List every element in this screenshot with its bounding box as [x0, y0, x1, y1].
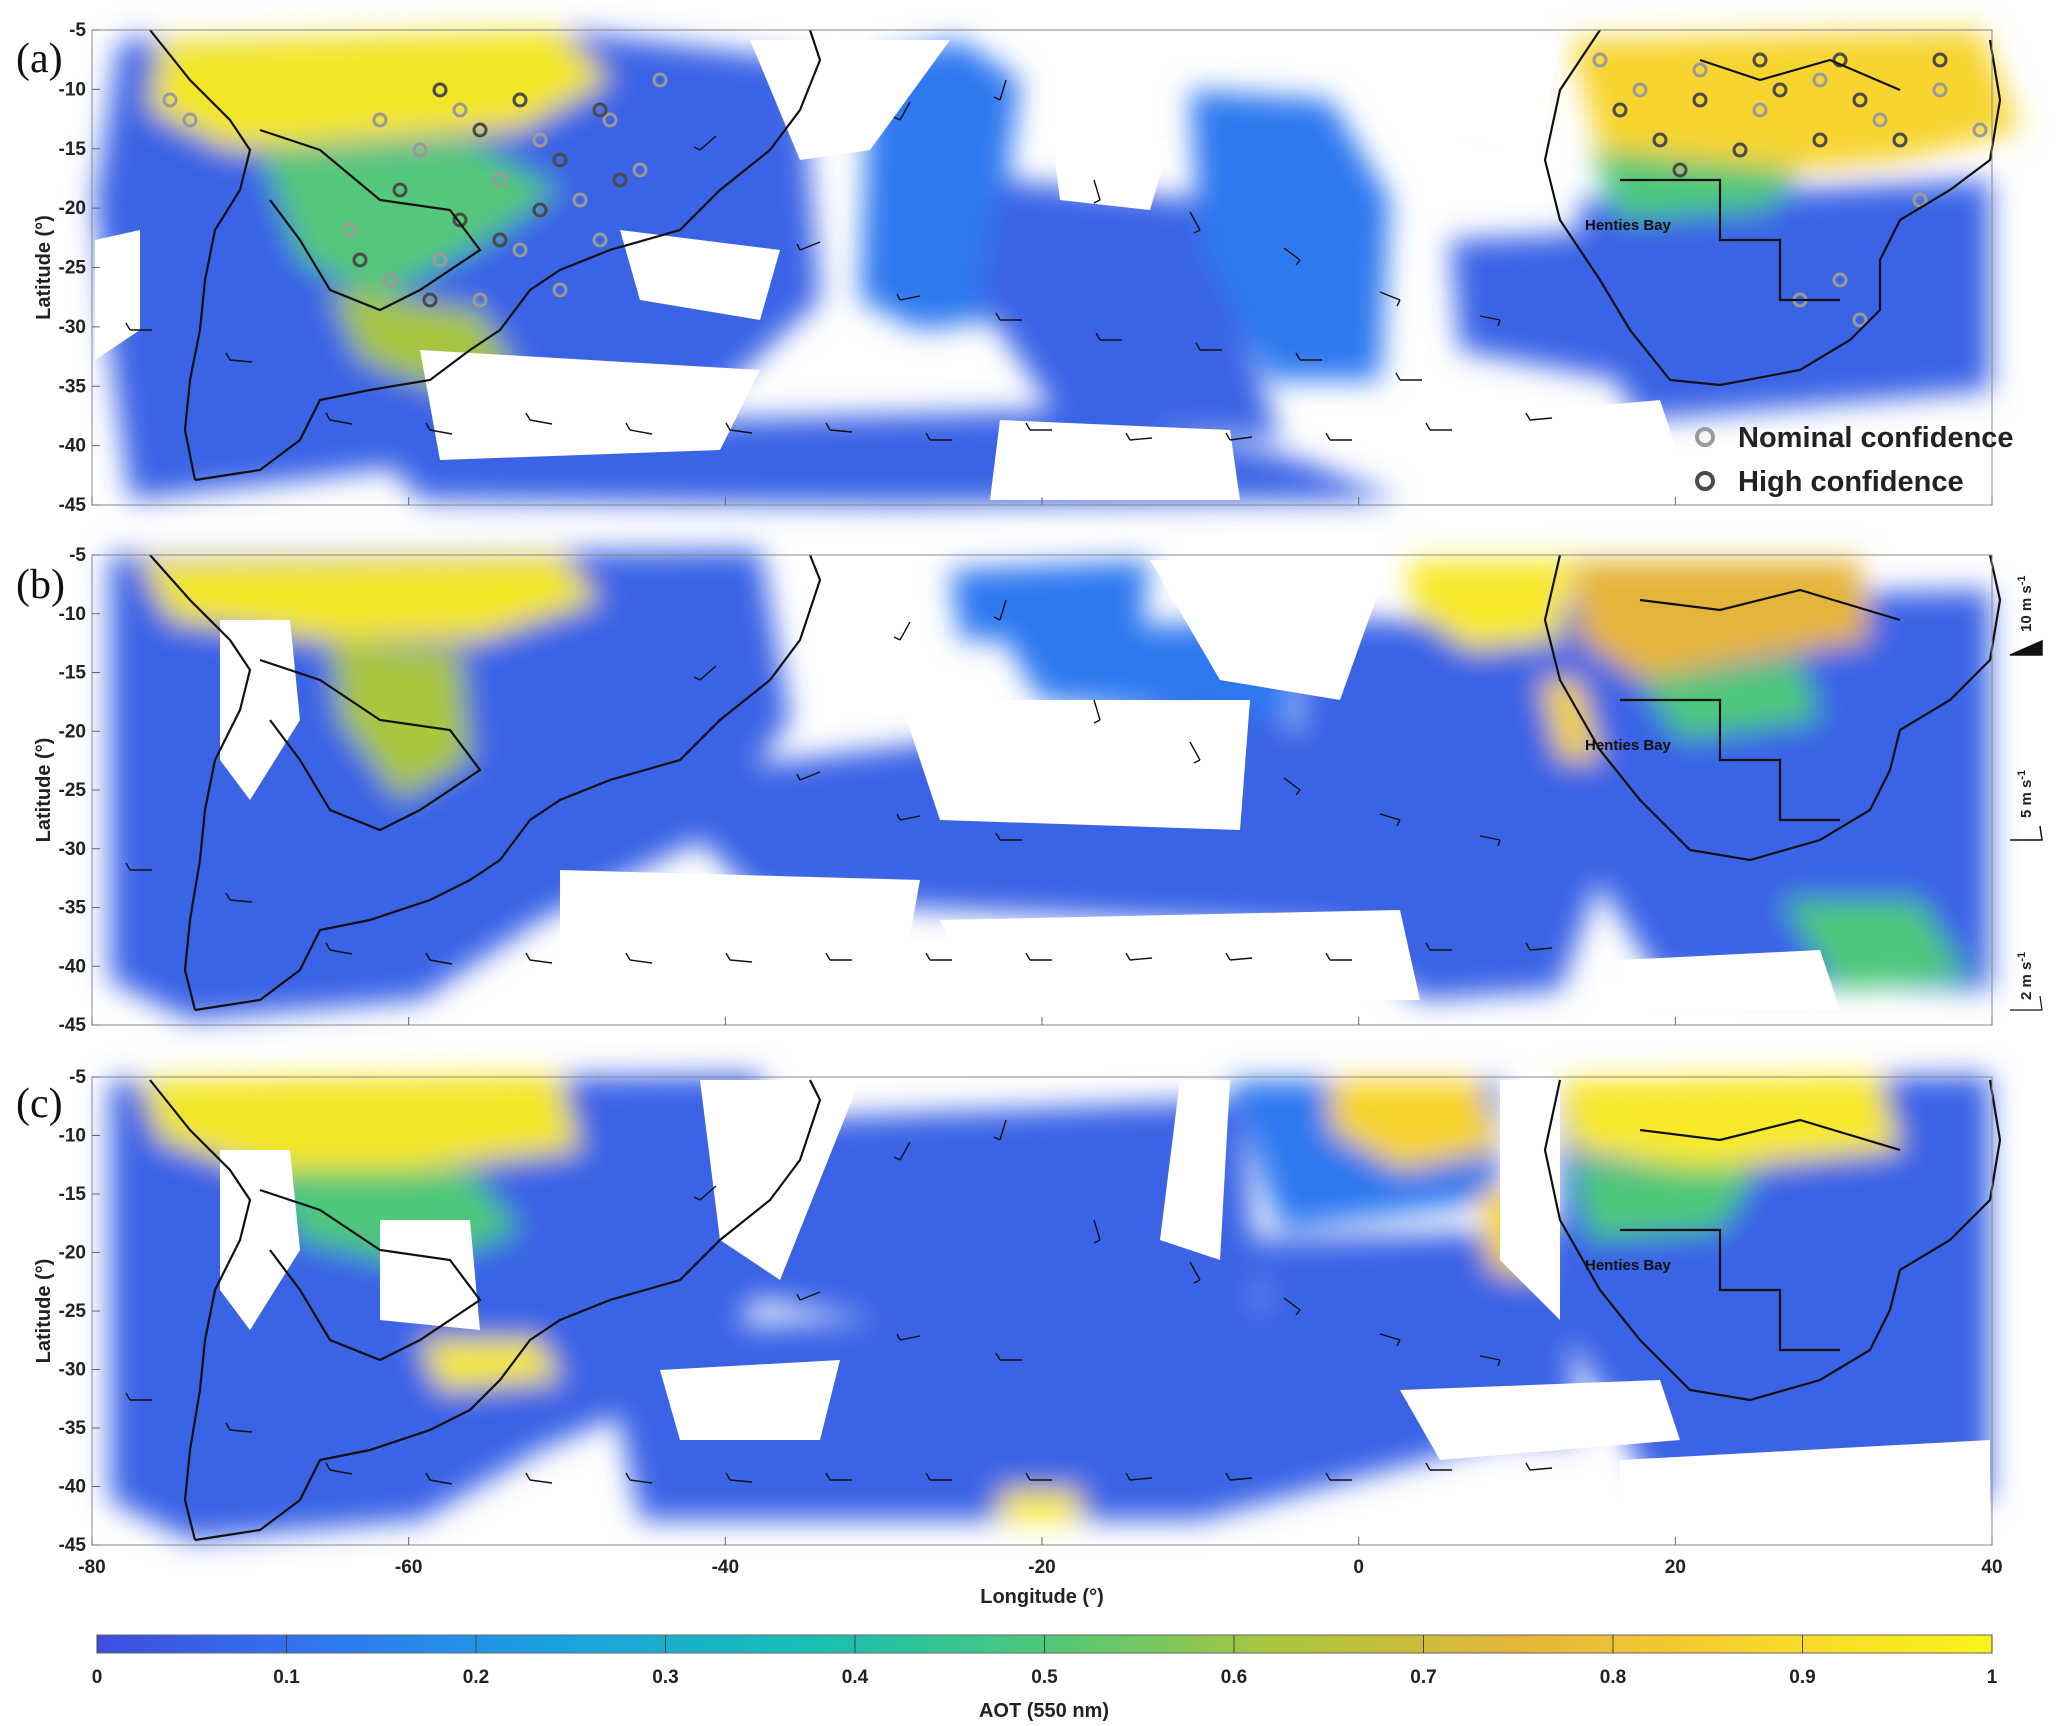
- x-tick-label: -80: [78, 1557, 105, 1578]
- x-tick-label: 40: [1981, 1557, 2002, 1578]
- y-tick-label: -5: [69, 545, 86, 566]
- y-tick-label: -15: [59, 1184, 87, 1205]
- coastline: [149, 1079, 2002, 1542]
- colorbar-tick-label: 0: [92, 1667, 103, 1688]
- x-tick-label: 0: [1353, 1557, 1364, 1578]
- panel-a: (a) Henties Bay Nominal confidence High …: [16, 29, 2020, 506]
- y-tick-label: -5: [69, 20, 86, 41]
- wind-scale-label-5: 5 m s-1: [2016, 770, 2035, 818]
- y-tick-label: -15: [59, 139, 87, 160]
- high-label: High confidence: [1738, 466, 1964, 498]
- y-axis-label: Latitude (°): [33, 738, 55, 843]
- x-tick-label: -40: [712, 1557, 739, 1578]
- axes: -5 -10 -15 -20 -25 -30 -35 -40 -45 Latitude (°) -5…: [33, 20, 2003, 1608]
- y-tick-label: -25: [59, 1301, 87, 1322]
- aot-field: [95, 30, 2020, 505]
- wind-scale-barb-10: [2009, 639, 2043, 656]
- colorbar-tick-label: 0.2: [463, 1667, 489, 1688]
- y-tick-label: -10: [59, 604, 86, 625]
- high-marker: [1695, 471, 1715, 491]
- wind-barbs: [125, 1119, 1553, 1485]
- y-tick-label: -10: [59, 1126, 86, 1147]
- colorbar-tick-label: 1: [1987, 1667, 1998, 1688]
- legend: Nominal confidence High confidence: [1695, 422, 2014, 498]
- y-tick-label: -25: [59, 780, 87, 801]
- colorbar-tick-label: 0.8: [1600, 1667, 1626, 1688]
- colorbar-tick-label: 0.1: [273, 1667, 300, 1688]
- wind-barbs: [125, 79, 1553, 441]
- y-tick-label: -10: [59, 79, 86, 100]
- place-label-henties-bay: Henties Bay: [1585, 217, 1672, 234]
- x-tick-label: -60: [395, 1557, 422, 1578]
- y-tick-label: -45: [59, 1015, 87, 1036]
- y-tick-label: -20: [59, 1243, 86, 1264]
- colorbar-tick-label: 0.4: [842, 1667, 869, 1688]
- aot-field: [110, 550, 1990, 1020]
- y-tick-label: -40: [59, 436, 86, 457]
- y-tick-label: -30: [59, 317, 86, 338]
- y-tick-label: -30: [59, 839, 86, 860]
- wind-scale-label-10: 10 m s-1: [2016, 576, 2035, 632]
- y-tick-label: -40: [59, 1477, 86, 1498]
- y-axis-label: Latitude (°): [33, 215, 55, 320]
- y-tick-label: -25: [59, 258, 87, 279]
- x-tick-label: -20: [1028, 1557, 1055, 1578]
- colorbar-tick-label: 0.6: [1221, 1667, 1247, 1688]
- wind-scale-label-2: 2 m s-1: [2016, 952, 2035, 1000]
- wind-barbs: [125, 599, 1553, 965]
- colorbar-tick-label: 0.5: [1031, 1667, 1058, 1688]
- wind-scale: 10 m s-1 5 m s-1 2 m s-1: [2009, 576, 2043, 1011]
- colorbar-tick-label: 0.7: [1410, 1667, 1436, 1688]
- y-axis-label: Latitude (°): [33, 1259, 55, 1364]
- aot-field: [110, 1075, 1990, 1540]
- y-tick-label: -5: [69, 1067, 86, 1088]
- panel-b: (b) Henties Bay 10 m s-1 5 m s-1 2 m s-1: [16, 550, 2043, 1026]
- y-tick-label: -30: [59, 1360, 86, 1381]
- y-tick-label: -20: [59, 198, 86, 219]
- y-tick-label: -35: [59, 898, 87, 919]
- nominal-label: Nominal confidence: [1738, 422, 2014, 454]
- panel-letter: (c): [16, 1081, 63, 1127]
- y-tick-label: -35: [59, 376, 87, 397]
- colorbar-label: AOT (550 nm): [979, 1700, 1109, 1722]
- panel-c: (c) Henties Bay: [16, 1075, 2002, 1546]
- place-label-henties-bay: Henties Bay: [1585, 737, 1672, 754]
- y-tick-label: -45: [59, 495, 87, 516]
- coastline: [149, 554, 2002, 1012]
- colorbar-ticks: 0 0.1 0.2 0.3 0.4 0.5 0.6 0.7 0.8 0.9 1: [92, 1635, 1998, 1688]
- nominal-marker: [1695, 427, 1715, 447]
- y-tick-label: -35: [59, 1418, 87, 1439]
- x-axis-label: Longitude (°): [980, 1586, 1104, 1608]
- place-label-henties-bay: Henties Bay: [1585, 1257, 1672, 1274]
- wind-scale-barb-2: [2010, 995, 2043, 1011]
- panel-letter: (b): [16, 562, 65, 608]
- panel-letter: (a): [16, 36, 63, 82]
- y-tick-label: -45: [59, 1535, 87, 1556]
- colorbar-tick-label: 0.9: [1789, 1667, 1815, 1688]
- y-tick-label: -20: [59, 721, 86, 742]
- x-tick-label: 20: [1665, 1557, 1686, 1578]
- y-tick-label: -15: [59, 663, 87, 684]
- colorbar: 0 0.1 0.2 0.3 0.4 0.5 0.6 0.7 0.8 0.9 1 AOT (550 n…: [92, 1634, 1998, 1722]
- colorbar-tick-label: 0.3: [652, 1667, 678, 1688]
- y-tick-label: -40: [59, 956, 86, 977]
- coastline: [149, 29, 2002, 482]
- wind-scale-barb-5: [2010, 825, 2043, 841]
